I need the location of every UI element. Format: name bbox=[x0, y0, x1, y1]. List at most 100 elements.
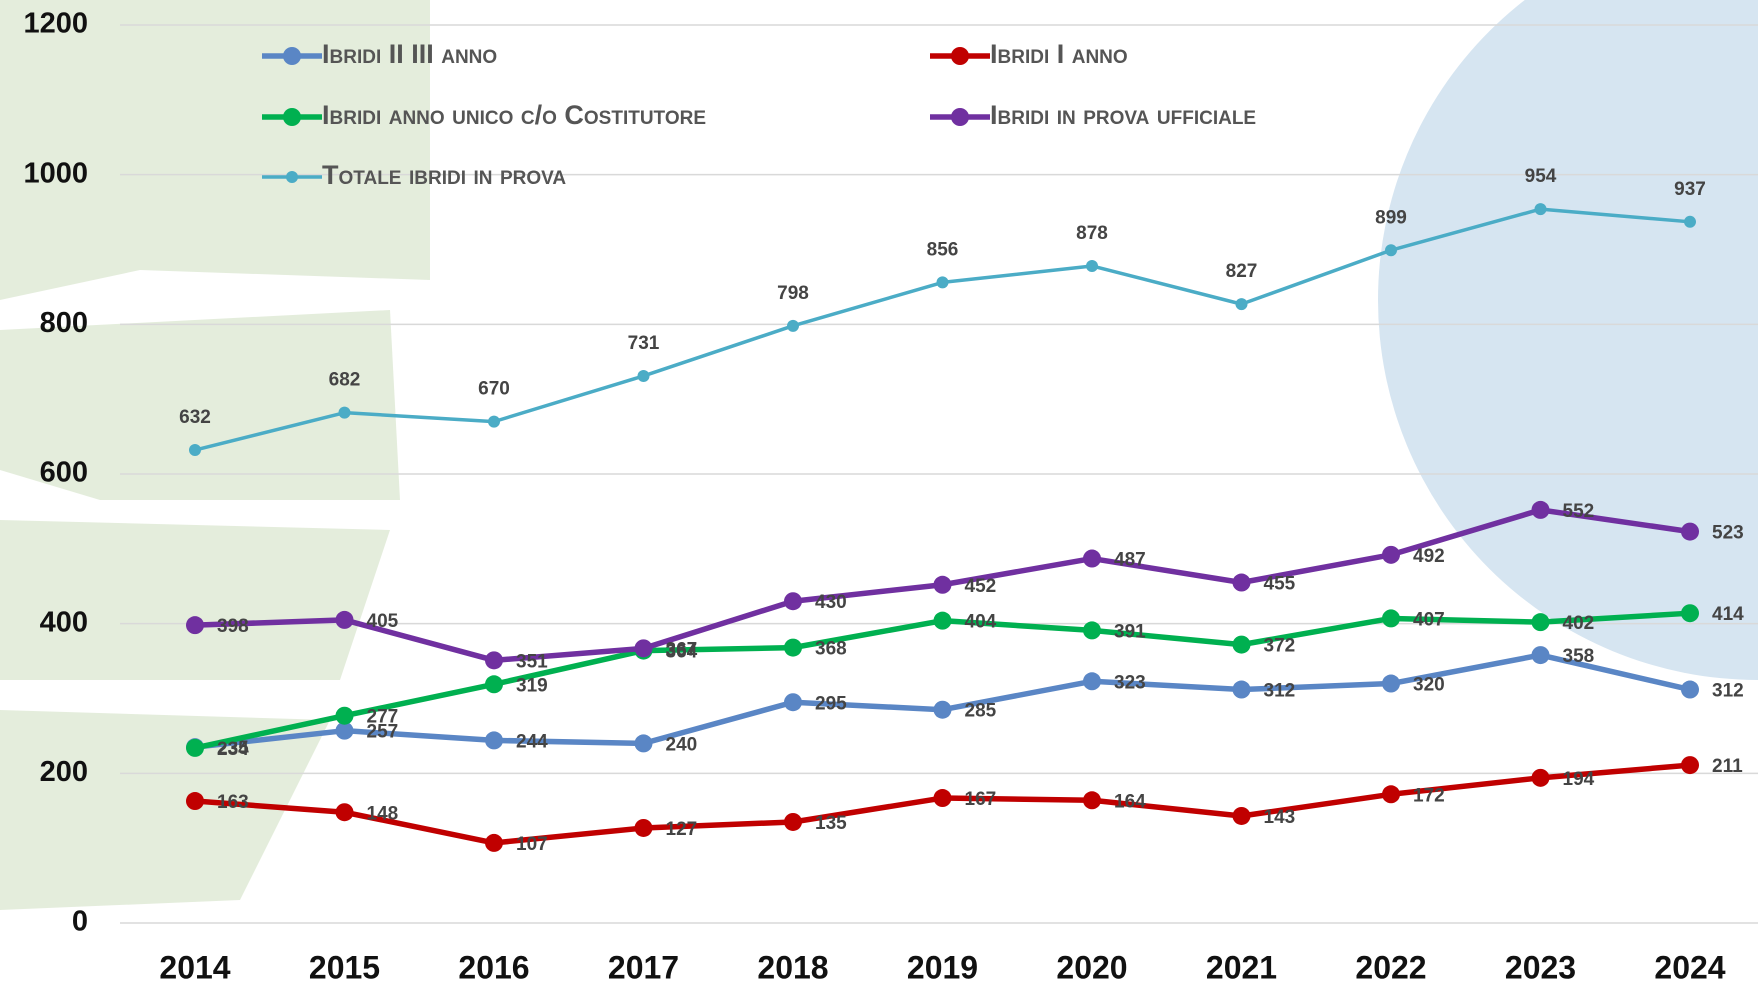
value-label: 682 bbox=[329, 370, 361, 391]
value-label: 234 bbox=[217, 739, 249, 760]
value-label: 523 bbox=[1712, 523, 1744, 544]
value-label: 731 bbox=[628, 333, 660, 354]
legend-marker bbox=[286, 171, 298, 183]
point bbox=[1083, 791, 1101, 809]
point bbox=[186, 792, 204, 810]
value-label: 405 bbox=[367, 611, 399, 632]
value-label: 407 bbox=[1413, 609, 1445, 630]
point bbox=[1532, 501, 1550, 519]
point bbox=[1083, 550, 1101, 568]
x-tick-label: 2020 bbox=[1056, 949, 1127, 985]
legend-label: Totale ibridi in prova bbox=[322, 160, 566, 190]
point bbox=[186, 616, 204, 634]
value-label: 368 bbox=[815, 639, 847, 660]
value-label: 172 bbox=[1413, 785, 1445, 806]
value-label: 455 bbox=[1264, 574, 1296, 595]
point bbox=[1382, 609, 1400, 627]
point bbox=[784, 639, 802, 657]
y-tick-label: 800 bbox=[40, 307, 88, 339]
point bbox=[339, 407, 351, 419]
point bbox=[784, 693, 802, 711]
value-label: 320 bbox=[1413, 675, 1445, 696]
value-label: 414 bbox=[1712, 604, 1744, 625]
x-tick-label: 2019 bbox=[907, 949, 978, 985]
value-label: 372 bbox=[1264, 636, 1296, 657]
legend-label: Ibridi in prova ufficiale bbox=[990, 100, 1256, 130]
legend-label: Ibridi I anno bbox=[990, 39, 1128, 69]
value-label: 164 bbox=[1114, 791, 1146, 812]
point bbox=[1681, 681, 1699, 699]
point bbox=[1684, 216, 1696, 228]
value-label: 194 bbox=[1563, 769, 1595, 790]
point bbox=[336, 611, 354, 629]
x-tick-label: 2016 bbox=[458, 949, 529, 985]
point bbox=[485, 834, 503, 852]
x-tick-label: 2021 bbox=[1206, 949, 1277, 985]
point bbox=[1083, 621, 1101, 639]
point bbox=[485, 731, 503, 749]
point bbox=[638, 370, 650, 382]
value-label: 937 bbox=[1674, 179, 1706, 200]
point bbox=[1086, 260, 1098, 272]
value-label: 167 bbox=[965, 789, 997, 810]
point bbox=[635, 639, 653, 657]
point bbox=[485, 651, 503, 669]
y-tick-label: 1200 bbox=[23, 8, 88, 40]
point bbox=[635, 734, 653, 752]
value-label: 487 bbox=[1114, 550, 1146, 571]
point bbox=[1233, 807, 1251, 825]
point bbox=[189, 444, 201, 456]
point bbox=[937, 276, 949, 288]
value-label: 899 bbox=[1375, 207, 1407, 228]
value-label: 312 bbox=[1712, 681, 1744, 702]
point bbox=[336, 803, 354, 821]
point bbox=[934, 576, 952, 594]
point bbox=[784, 592, 802, 610]
point bbox=[485, 675, 503, 693]
y-tick-label: 1000 bbox=[23, 157, 88, 189]
value-label: 452 bbox=[965, 576, 997, 597]
y-tick-label: 600 bbox=[40, 457, 88, 489]
x-tick-label: 2018 bbox=[757, 949, 828, 985]
value-label: 323 bbox=[1114, 672, 1146, 693]
value-label: 430 bbox=[815, 592, 847, 613]
value-label: 798 bbox=[777, 283, 809, 304]
legend-marker bbox=[283, 108, 301, 126]
point bbox=[1681, 756, 1699, 774]
value-label: 670 bbox=[478, 379, 510, 400]
point bbox=[934, 789, 952, 807]
point bbox=[1532, 769, 1550, 787]
point bbox=[1382, 546, 1400, 564]
value-label: 404 bbox=[965, 612, 997, 633]
value-label: 107 bbox=[516, 834, 548, 855]
point bbox=[186, 739, 204, 757]
point bbox=[1233, 681, 1251, 699]
line bbox=[195, 613, 1690, 748]
point bbox=[336, 707, 354, 725]
value-label: 878 bbox=[1076, 223, 1108, 244]
value-label: 367 bbox=[666, 639, 698, 660]
point bbox=[1236, 298, 1248, 310]
y-tick-label: 400 bbox=[40, 606, 88, 638]
point bbox=[1532, 646, 1550, 664]
point bbox=[1382, 675, 1400, 693]
value-label: 827 bbox=[1226, 261, 1258, 282]
point bbox=[1083, 672, 1101, 690]
point bbox=[1385, 244, 1397, 256]
point bbox=[787, 320, 799, 332]
value-label: 398 bbox=[217, 616, 249, 637]
value-label: 211 bbox=[1712, 756, 1743, 777]
legend-label: Ibridi II III anno bbox=[322, 39, 497, 69]
value-label: 492 bbox=[1413, 546, 1445, 567]
point bbox=[784, 813, 802, 831]
value-label: 277 bbox=[367, 707, 399, 728]
value-label: 163 bbox=[217, 792, 249, 813]
point bbox=[934, 701, 952, 719]
point bbox=[488, 416, 500, 428]
value-label: 954 bbox=[1525, 166, 1557, 187]
point bbox=[1233, 636, 1251, 654]
y-tick-label: 0 bbox=[72, 906, 88, 938]
point bbox=[1532, 613, 1550, 631]
